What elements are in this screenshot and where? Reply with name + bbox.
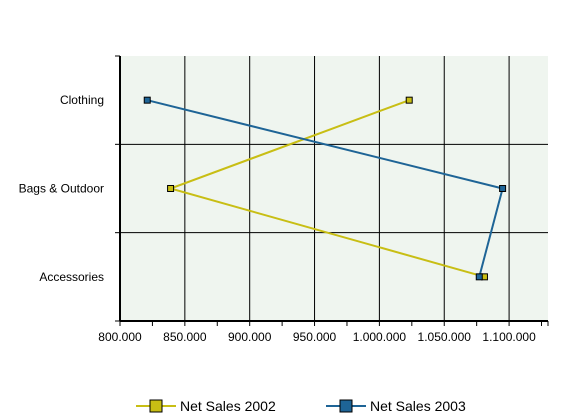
x-tick-label: 850.000 [163, 330, 207, 344]
data-point [405, 96, 413, 104]
legend-marker [339, 399, 353, 413]
plot-background [120, 56, 548, 321]
x-tick-label: 800.000 [98, 330, 142, 344]
data-point [499, 185, 507, 192]
legend-marker [149, 399, 163, 413]
data-point [475, 273, 483, 281]
y-tick-label: Accessories [39, 270, 104, 284]
legend-label: Net Sales 2003 [370, 398, 466, 414]
y-tick-label: Clothing [60, 93, 104, 107]
series [143, 96, 507, 281]
x-tick-label: 1.100.000 [482, 330, 536, 344]
y-tick-label: Bags & Outdoor [19, 182, 104, 196]
data-point [143, 96, 151, 104]
x-tick-label: 950.000 [293, 330, 337, 344]
data-point [167, 185, 175, 192]
x-tick-label: 1.000.000 [353, 330, 407, 344]
axes: 800.000 850.000 900.000 950.000 1.000.000 1.0… [19, 55, 549, 344]
legend: Net Sales 2002 Net Sales 2003 [136, 398, 466, 414]
legend-label: Net Sales 2002 [180, 398, 276, 414]
grid [120, 56, 548, 321]
x-tick-label: 900.000 [228, 330, 272, 344]
x-tick-label: 1.050.000 [418, 330, 472, 344]
